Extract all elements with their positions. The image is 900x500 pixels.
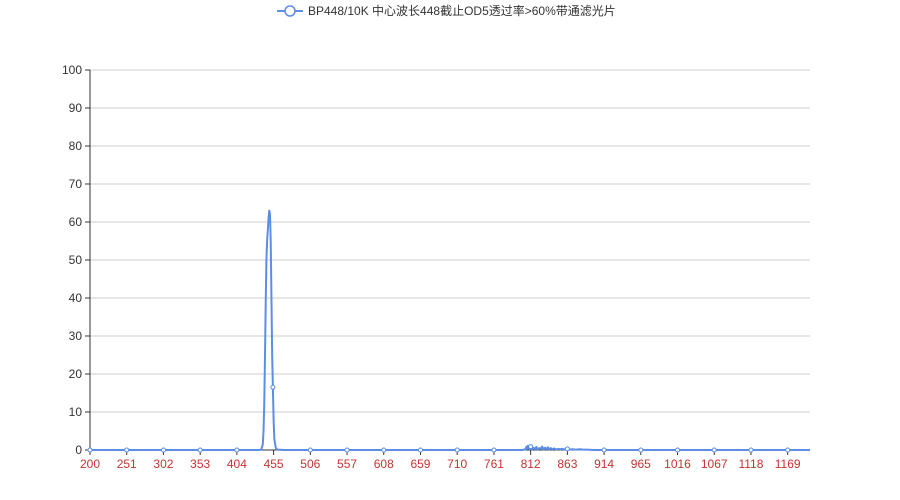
x-tick-label: 455 bbox=[264, 457, 284, 471]
data-point[interactable] bbox=[601, 447, 607, 453]
markers bbox=[87, 384, 791, 453]
y-tick-label: 30 bbox=[69, 329, 83, 343]
data-point[interactable] bbox=[124, 447, 130, 453]
y-tick-label: 80 bbox=[69, 139, 83, 153]
data-point[interactable] bbox=[454, 447, 460, 453]
x-tick-label: 200 bbox=[80, 457, 100, 471]
data-point[interactable] bbox=[417, 447, 423, 453]
x-tick-label: 251 bbox=[117, 457, 137, 471]
x-tick-label: 659 bbox=[410, 457, 430, 471]
data-point[interactable] bbox=[234, 447, 240, 453]
x-tick-label: 965 bbox=[631, 457, 651, 471]
data-point[interactable] bbox=[564, 446, 570, 452]
y-tick-label: 70 bbox=[69, 177, 83, 191]
data-point[interactable] bbox=[307, 447, 313, 453]
y-tick-label: 50 bbox=[69, 253, 83, 267]
axes: 0 10 20 30 40 50 60 70 80 90 100 200 251 302 353 404 455… bbox=[62, 63, 810, 471]
y-tick-label: 90 bbox=[69, 101, 83, 115]
x-tick-label: 557 bbox=[337, 457, 357, 471]
x-tick-label: 761 bbox=[484, 457, 504, 471]
x-tick-label: 914 bbox=[594, 457, 614, 471]
x-tick-label: 1118 bbox=[738, 457, 763, 471]
x-tick-label: 710 bbox=[447, 457, 467, 471]
data-point[interactable] bbox=[381, 447, 387, 453]
x-tick-label: 302 bbox=[153, 457, 173, 471]
y-tick-label: 100 bbox=[62, 63, 82, 77]
x-tick-label: 1169 bbox=[775, 457, 801, 471]
data-point[interactable] bbox=[160, 447, 166, 453]
grid bbox=[90, 69, 810, 413]
y-tick-label: 20 bbox=[69, 367, 83, 381]
y-tick-label: 40 bbox=[69, 291, 83, 305]
data-point[interactable] bbox=[344, 447, 350, 453]
x-tick-label: 404 bbox=[227, 457, 247, 471]
data-point[interactable] bbox=[711, 447, 717, 453]
y-tick-label: 10 bbox=[69, 405, 83, 419]
y-tick-label: 0 bbox=[75, 443, 82, 457]
x-tick-label: 506 bbox=[300, 457, 320, 471]
x-tick-label: 608 bbox=[374, 457, 394, 471]
series-line-0 bbox=[90, 209, 810, 451]
data-point[interactable] bbox=[675, 447, 681, 453]
series bbox=[90, 209, 810, 451]
legend-marker-icon bbox=[284, 5, 296, 17]
data-point[interactable] bbox=[785, 447, 791, 453]
x-tick-label: 863 bbox=[557, 457, 577, 471]
x-tick-label: 812 bbox=[521, 457, 541, 471]
y-tick-label: 60 bbox=[69, 215, 83, 229]
data-point[interactable] bbox=[638, 447, 644, 453]
data-point[interactable] bbox=[528, 444, 534, 450]
data-point[interactable] bbox=[197, 447, 203, 453]
legend-label: BP448/10K 中心波长448截止OD5透过率>60%带通滤光片 bbox=[308, 3, 616, 18]
x-tick-label: 1016 bbox=[664, 457, 691, 471]
legend[interactable]: BP448/10K 中心波长448截止OD5透过率>60%带通滤光片 bbox=[277, 3, 616, 18]
data-point[interactable] bbox=[491, 447, 497, 453]
data-point[interactable] bbox=[748, 447, 754, 453]
x-tick-label: 353 bbox=[190, 457, 210, 471]
data-point[interactable] bbox=[87, 447, 93, 453]
x-tick-label: 1067 bbox=[701, 457, 728, 471]
data-point[interactable] bbox=[270, 384, 276, 390]
